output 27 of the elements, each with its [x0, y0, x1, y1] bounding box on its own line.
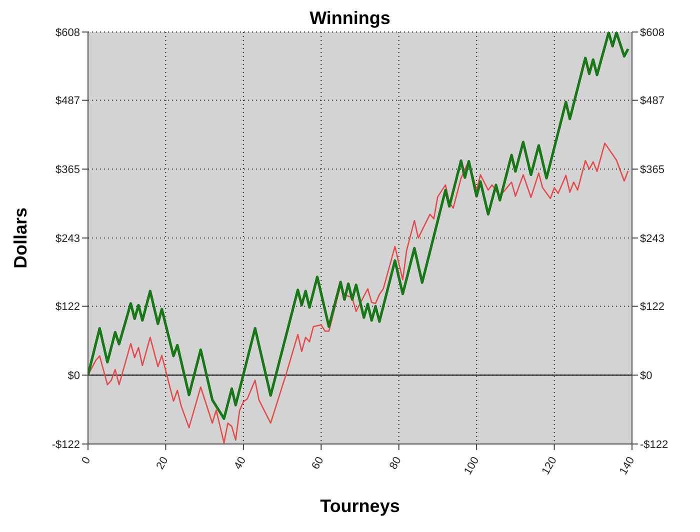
y2-tick-label: $487	[640, 95, 664, 108]
x-axis-title: Tourneys	[320, 496, 400, 516]
y-tick-label: $243	[56, 232, 80, 245]
y2-tick-label: $0	[640, 370, 652, 382]
y2-tick-label: $608	[640, 26, 664, 39]
line-series	[88, 142, 629, 444]
x-tick-label: 140	[618, 454, 638, 477]
x-tick-label: 20	[154, 454, 171, 472]
chart-title: Winnings	[310, 8, 390, 28]
y-tick-label: $487	[56, 95, 80, 108]
y-tick-label: $122	[56, 301, 80, 314]
y2-tick-label: $122	[640, 301, 664, 314]
y-tick-label: $0	[68, 370, 80, 382]
x-tick-label: 60	[310, 454, 326, 472]
y-tick-label: $365	[56, 164, 80, 176]
y-axis-title: Dollars	[10, 207, 30, 269]
y2-tick-label: $243	[640, 232, 664, 245]
x-tick-label: 0	[80, 454, 94, 466]
y2-tick-label: $365	[640, 164, 664, 176]
x-tick-label: 120	[540, 454, 560, 477]
x-tick-label: 100	[462, 454, 482, 477]
y-tick-label: -$122	[52, 438, 80, 451]
line-series	[88, 32, 630, 420]
x-tick-label: 80	[387, 454, 404, 472]
y-tick-label: $608	[56, 26, 80, 39]
y2-tick-label: -$122	[640, 438, 668, 451]
x-tick-label: 40	[232, 454, 249, 472]
